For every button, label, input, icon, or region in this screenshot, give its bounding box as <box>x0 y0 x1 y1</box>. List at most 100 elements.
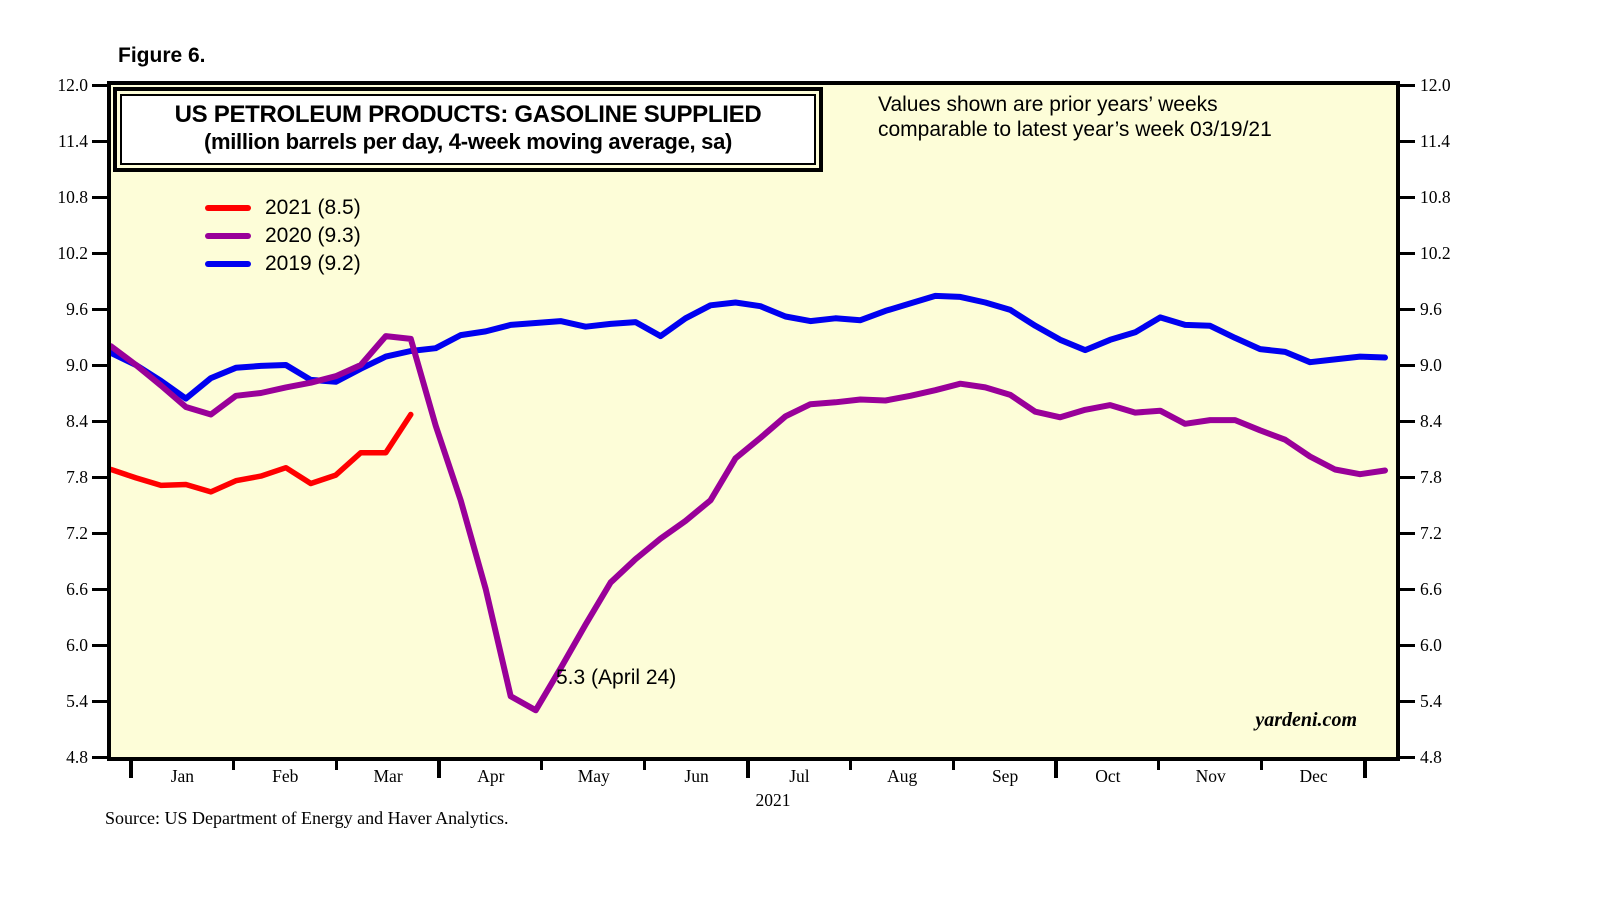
y-tick-left <box>92 756 107 759</box>
y-tick-label-left: 4.8 <box>66 747 88 767</box>
y-tick-right <box>1400 84 1415 87</box>
y-tick-label-left: 12.0 <box>57 75 88 95</box>
x-tick-month <box>1260 761 1264 770</box>
legend-swatch <box>205 205 251 211</box>
x-tick-quarter <box>1054 761 1059 778</box>
y-tick-label-right: 11.4 <box>1420 131 1450 151</box>
y-tick-left <box>92 84 107 87</box>
chart-title-inner: US PETROLEUM PRODUCTS: GASOLINE SUPPLIED… <box>120 94 816 165</box>
min-annotation: 5.3 (April 24) <box>556 666 677 689</box>
x-tick-month <box>643 761 647 770</box>
y-tick-label-right: 9.6 <box>1420 299 1442 319</box>
y-tick-right <box>1400 196 1415 199</box>
y-tick-label-left: 6.0 <box>66 635 88 655</box>
figure-label: Figure 6. <box>118 44 206 67</box>
chart-title: US PETROLEUM PRODUCTS: GASOLINE SUPPLIED <box>174 101 762 128</box>
x-tick-label-month: Jul <box>789 766 810 786</box>
y-tick-label-right: 10.2 <box>1420 243 1451 263</box>
source-text: Source: US Department of Energy and Have… <box>105 808 509 828</box>
y-tick-label-left: 9.6 <box>66 299 88 319</box>
y-tick-label-right: 7.8 <box>1420 467 1442 487</box>
y-tick-label-right: 6.0 <box>1420 635 1442 655</box>
y-tick-right <box>1400 588 1415 591</box>
x-tick-month <box>951 761 955 770</box>
y-tick-label-left: 9.0 <box>66 355 88 375</box>
watermark: yardeni.com <box>1255 709 1357 731</box>
y-tick-right <box>1400 700 1415 703</box>
x-tick-month <box>848 761 852 770</box>
y-tick-label-right: 6.6 <box>1420 579 1442 599</box>
y-tick-right <box>1400 420 1415 423</box>
y-tick-label-left: 5.4 <box>66 691 88 711</box>
x-tick-label-month: Jun <box>684 766 709 786</box>
y-tick-label-left: 10.2 <box>57 243 88 263</box>
x-tick-month <box>231 761 235 770</box>
note-line-1: Values shown are prior years’ weeks <box>878 93 1218 116</box>
y-tick-label-right: 12.0 <box>1420 75 1451 95</box>
y-tick-right <box>1400 308 1415 311</box>
y-tick-label-left: 7.8 <box>66 467 88 487</box>
x-tick-quarter <box>745 761 750 778</box>
y-tick-label-right: 10.8 <box>1420 187 1451 207</box>
y-tick-right <box>1400 644 1415 647</box>
y-tick-right <box>1400 140 1415 143</box>
y-tick-label-left: 6.6 <box>66 579 88 599</box>
x-axis-year-label: 2021 <box>755 790 791 810</box>
x-tick-month <box>1157 761 1161 770</box>
x-tick-quarter <box>129 761 133 778</box>
y-tick-right <box>1400 476 1415 479</box>
y-tick-label-right: 8.4 <box>1420 411 1442 431</box>
x-tick-label-month: Mar <box>373 766 403 786</box>
legend-label: 2019 (9.2) <box>265 252 361 275</box>
legend-swatch <box>205 261 251 267</box>
x-tick-label-month: Dec <box>1299 766 1328 786</box>
legend: 2021 (8.5) 2020 (9.3) 2019 (9.2) <box>205 194 361 278</box>
series-line-2020 <box>111 333 1388 714</box>
line-series-svg <box>111 292 1388 714</box>
y-tick-right <box>1400 364 1415 367</box>
y-tick-left <box>92 588 107 591</box>
y-tick-label-left: 10.8 <box>57 187 88 207</box>
x-tick-label-month: Nov <box>1195 766 1226 786</box>
x-tick-label-month: Feb <box>272 766 299 786</box>
y-tick-label-right: 7.2 <box>1420 523 1442 543</box>
y-tick-left <box>92 252 107 255</box>
y-tick-left <box>92 308 107 311</box>
y-tick-left <box>92 364 107 367</box>
y-tick-left <box>92 644 107 647</box>
y-tick-left <box>92 476 107 479</box>
legend-label: 2021 (8.5) <box>265 196 361 219</box>
x-tick-month <box>540 761 544 770</box>
series-line-2021 <box>111 411 414 495</box>
x-tick-label-month: Oct <box>1095 766 1121 786</box>
x-tick-label-month: Aug <box>887 766 918 786</box>
chart-title-box: US PETROLEUM PRODUCTS: GASOLINE SUPPLIED… <box>113 87 823 172</box>
legend-item: 2021 (8.5) <box>205 194 361 222</box>
x-tick-label-month: Jan <box>170 766 195 786</box>
y-tick-left <box>92 532 107 535</box>
y-tick-left <box>92 140 107 143</box>
y-tick-right <box>1400 532 1415 535</box>
x-tick-month <box>334 761 338 770</box>
legend-label: 2020 (9.3) <box>265 224 361 247</box>
y-tick-left <box>92 700 107 703</box>
x-tick-quarter <box>437 761 442 778</box>
y-tick-label-right: 4.8 <box>1420 747 1442 767</box>
legend-item: 2019 (9.2) <box>205 250 361 278</box>
x-tick-label-month: May <box>577 766 610 786</box>
y-tick-left <box>92 196 107 199</box>
y-tick-right <box>1400 252 1415 255</box>
y-tick-label-left: 8.4 <box>66 411 88 431</box>
y-tick-label-right: 5.4 <box>1420 691 1442 711</box>
y-tick-label-left: 7.2 <box>66 523 88 543</box>
x-tick-quarter <box>1362 761 1367 778</box>
y-tick-label-left: 11.4 <box>58 131 88 151</box>
legend-swatch <box>205 233 251 239</box>
x-tick-label-month: Apr <box>477 766 505 786</box>
y-tick-left <box>92 420 107 423</box>
note-text: Values shown are prior years’ weeks comp… <box>878 92 1272 142</box>
plot-area: US PETROLEUM PRODUCTS: GASOLINE SUPPLIED… <box>107 81 1400 761</box>
chart-subtitle: (million barrels per day, 4-week moving … <box>203 129 733 154</box>
note-line-2: comparable to latest year’s week 03/19/2… <box>878 118 1272 141</box>
legend-item: 2020 (9.3) <box>205 222 361 250</box>
